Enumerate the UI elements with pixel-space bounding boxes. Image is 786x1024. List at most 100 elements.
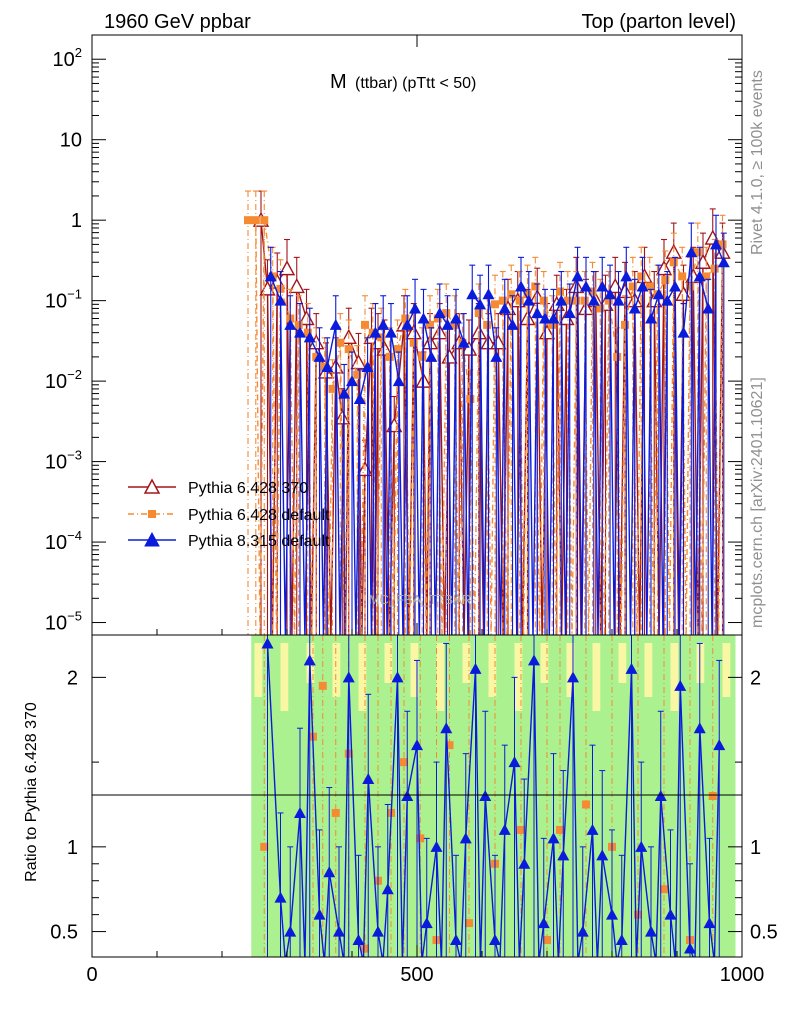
- ratio-point-pythia8: [294, 806, 306, 818]
- y-tick-base: 10: [45, 532, 67, 554]
- ratio-point-pythia8: [557, 849, 570, 861]
- y-tick-base: 10: [45, 613, 67, 635]
- ratio-point-pythia6-default: [331, 808, 340, 817]
- ratio-point-pythia8: [537, 917, 550, 929]
- data-point-pythia6-default: [401, 314, 410, 323]
- data-point-pythia8: [580, 280, 592, 292]
- ratio-band-yellow: [670, 643, 679, 711]
- data-point-pythia8: [417, 312, 430, 324]
- data-point-pythia8: [677, 326, 690, 338]
- ratio-point-pythia6-default: [260, 842, 269, 851]
- ratio-point-pythia8: [547, 832, 560, 844]
- data-point-pythia6-default: [433, 314, 442, 323]
- data-point-pythia8: [555, 294, 568, 306]
- data-point-pythia8: [490, 350, 503, 362]
- data-point-pythia8: [409, 302, 422, 314]
- y-tick-label: 102: [53, 45, 82, 71]
- ratio-band-yellow: [410, 643, 419, 697]
- data-point-pythia8: [693, 270, 706, 282]
- legend: Pythia 6.428 370 Pythia 6.428 default Py…: [128, 478, 330, 550]
- ratio-point-pythia8: [674, 679, 687, 691]
- data-point-pythia6-default: [669, 258, 678, 267]
- ratio-band-yellow: [462, 643, 471, 683]
- ratio-point-pythia6-default: [660, 885, 668, 894]
- data-point-pythia8: [531, 307, 544, 319]
- data-point-pythia8: [563, 307, 576, 319]
- header-right: Top (parton level): [581, 11, 736, 33]
- y-tick-base: 10: [45, 371, 67, 393]
- ratio-ylabel: Ratio to Pythia 6.428 370: [23, 702, 40, 882]
- data-point-pythia6-default: [556, 287, 564, 296]
- data-point-pythia8: [369, 326, 382, 338]
- mcplots-label: mcplots.cern.ch [arXiv:2401.10621]: [749, 377, 766, 628]
- data-point-pythia6-default: [418, 352, 427, 361]
- ratio-point-pythia8: [381, 883, 394, 895]
- data-point-pythia6-default: [344, 345, 353, 354]
- y-tick-base: 10: [53, 49, 75, 71]
- data-point-pythia8: [284, 318, 297, 330]
- ratio-point-pythia8: [420, 917, 433, 929]
- x-tick-label: 500: [400, 964, 433, 986]
- main-series-group: [244, 190, 731, 635]
- data-point-pythia6-default: [637, 272, 646, 281]
- ratio-band-yellow: [332, 643, 341, 697]
- data-point-pythia8: [457, 336, 470, 348]
- data-point-pythia8: [361, 360, 374, 372]
- ratio-band-yellow: [514, 643, 523, 711]
- ratio-point-pythia8: [440, 722, 453, 734]
- legend-marker-pythia6-370: [143, 478, 161, 494]
- data-point-pythia8: [346, 375, 358, 387]
- data-point-pythia8: [498, 302, 511, 314]
- ratio-line-pythia8: [266, 643, 720, 957]
- data-point-pythia8: [652, 288, 665, 300]
- ratio-point-pythia8: [606, 908, 618, 920]
- data-point-pythia8: [466, 288, 479, 300]
- ratio-point-pythia6-default: [400, 758, 408, 767]
- ratio-point-pythia6-default: [465, 919, 473, 928]
- data-point-pythia6-default: [580, 296, 589, 305]
- ratio-tick-label: 0.5: [50, 922, 78, 944]
- x-tick-label: 0: [86, 964, 97, 986]
- ratio-point-pythia8: [450, 934, 462, 946]
- data-point-pythia8: [636, 280, 649, 292]
- data-point-pythia8: [661, 294, 674, 306]
- ratio-point-pythia8: [323, 866, 336, 878]
- chart-title-main: M: [330, 71, 347, 93]
- data-point-pythia6-default: [260, 216, 269, 225]
- data-point-pythia8: [645, 312, 657, 324]
- data-point-pythia6-default: [328, 384, 337, 393]
- ratio-band-yellow: [618, 643, 627, 683]
- y-tick-base: 10: [45, 452, 67, 474]
- ratio-point-pythia8: [713, 739, 726, 751]
- ratio-band-yellow: [644, 643, 653, 697]
- ratio-band-yellow: [254, 643, 263, 697]
- y-tick-exponent: −3: [67, 448, 82, 463]
- ratio-point-pythia8: [508, 756, 521, 768]
- y-tick-base: 1: [71, 210, 82, 232]
- y-tick-label: 10: [60, 130, 82, 152]
- y-tick-base: 10: [45, 291, 67, 313]
- ratio-point-pythia8: [518, 857, 531, 869]
- data-point-pythia8: [515, 280, 527, 292]
- ratio-point-pythia8: [693, 722, 706, 734]
- ratio-point-pythia8: [313, 908, 326, 920]
- ratio-point-pythia8: [625, 662, 638, 674]
- data-point-pythia6-default: [377, 333, 386, 342]
- legend-label-pythia6-default: Pythia 6.428 default: [188, 507, 330, 524]
- ratio-tick-label: 1: [67, 837, 78, 859]
- data-point-pythia8: [303, 331, 316, 343]
- data-point-pythia6-default: [686, 282, 694, 291]
- ratio-point-pythia8: [498, 823, 511, 835]
- ratio-tick-label-right: 2: [750, 667, 761, 689]
- ratio-band-yellow: [436, 643, 445, 711]
- data-point-pythia8: [425, 350, 438, 362]
- data-point-pythia6-default: [507, 290, 516, 299]
- data-point-pythia8: [264, 270, 277, 282]
- data-point-pythia6-default: [409, 338, 418, 347]
- ratio-point-pythia8: [664, 908, 677, 920]
- ratio-layer: [260, 635, 726, 957]
- ratio-point-pythia8: [615, 934, 628, 946]
- legend-marker-pythia6-default: [148, 510, 156, 518]
- data-point-pythia8: [604, 288, 617, 300]
- data-point-pythia6-default: [531, 282, 540, 291]
